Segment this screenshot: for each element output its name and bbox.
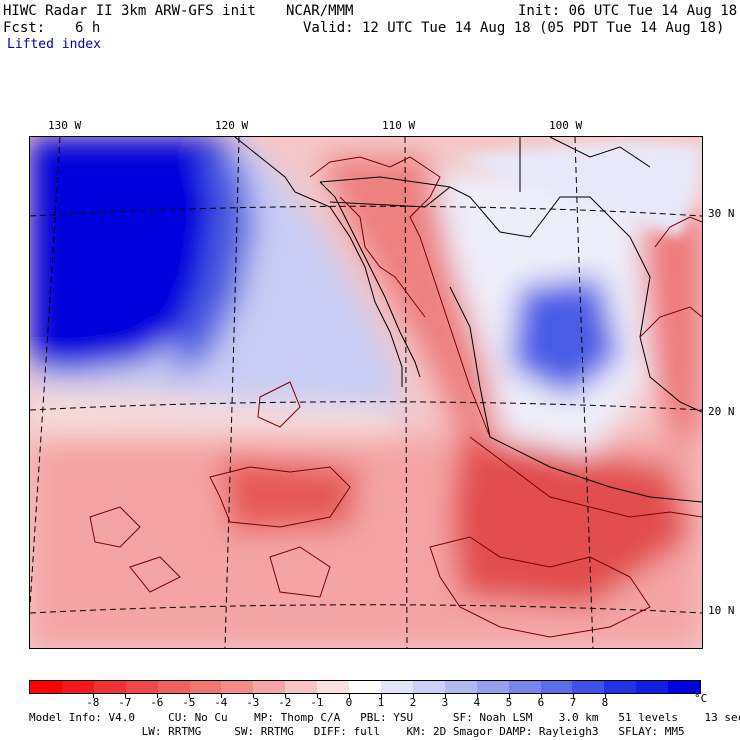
field-name: Lifted index xyxy=(7,37,101,52)
scale-label: -4 xyxy=(214,696,228,709)
contours xyxy=(89,156,702,638)
scale-tick xyxy=(93,694,94,698)
scale-cell xyxy=(317,681,350,693)
unstable-core-1 xyxy=(220,457,360,532)
scale-tick xyxy=(509,694,510,698)
neutral-strip-south xyxy=(30,392,400,437)
scale-tick xyxy=(381,694,382,698)
scale-cell xyxy=(636,681,669,693)
scale-label: 3 xyxy=(441,696,449,709)
lat-label-10n: 10 N xyxy=(708,604,735,617)
unstable-core-2 xyxy=(450,437,690,607)
scale-cell xyxy=(668,681,701,693)
scale-tick xyxy=(317,694,318,698)
scale-unit: °C xyxy=(694,692,708,705)
scale-cell xyxy=(444,681,477,693)
scale-cell xyxy=(349,681,381,693)
color-scale-bar xyxy=(29,680,701,694)
scale-cell xyxy=(61,681,94,693)
scale-tick xyxy=(573,694,574,698)
lat-label-30n: 30 N xyxy=(708,207,735,220)
scale-cell xyxy=(508,681,541,693)
coastlines xyxy=(234,137,702,503)
scale-tick xyxy=(221,694,222,698)
scale-label: 7 xyxy=(569,696,577,709)
scale-label: 5 xyxy=(505,696,513,709)
scale-label: -6 xyxy=(150,696,164,709)
lon-label-100w: 100 W xyxy=(549,119,583,132)
stable-core-mexico xyxy=(510,277,620,397)
unstable-region-gulf xyxy=(640,207,702,437)
init-time: Init: 06 UTC Tue 14 Aug 18 xyxy=(518,3,738,19)
scale-cell xyxy=(93,681,126,693)
scale-cell xyxy=(253,681,286,693)
scale-tick xyxy=(125,694,126,698)
scale-label: 1 xyxy=(377,696,385,709)
scale-tick xyxy=(605,694,606,698)
forecast-label: Fcst: xyxy=(3,20,46,36)
center-name: NCAR/MMM xyxy=(286,3,354,19)
scale-tick xyxy=(541,694,542,698)
scale-tick xyxy=(253,694,254,698)
scale-cell xyxy=(157,681,190,693)
scale-tick xyxy=(413,694,414,698)
scale-cell xyxy=(125,681,158,693)
scale-tick xyxy=(157,694,158,698)
scale-tick xyxy=(285,694,286,698)
scale-label: 4 xyxy=(473,696,481,709)
scale-label: -2 xyxy=(278,696,292,709)
scale-cell xyxy=(189,681,222,693)
scale-cell xyxy=(572,681,605,693)
lat-label-20n: 20 N xyxy=(708,405,735,418)
scale-cell xyxy=(221,681,254,693)
scale-label: 6 xyxy=(537,696,545,709)
scale-cell xyxy=(476,681,509,693)
product-title: HIWC Radar II 3km ARW-GFS init xyxy=(3,3,256,19)
lon-label-120w: 120 W xyxy=(215,119,249,132)
scale-label: 8 xyxy=(601,696,609,709)
lon-label-130w: 130 W xyxy=(48,119,82,132)
stable-ring xyxy=(170,147,255,377)
valid-time: Valid: 12 UTC Tue 14 Aug 18 (05 PDT Tue … xyxy=(303,20,725,36)
scale-label: -3 xyxy=(246,696,260,709)
scale-tick xyxy=(349,694,350,698)
graticule xyxy=(30,137,702,648)
model-info-line-2: LW: RRTMG SW: RRTMG DIFF: full KM: 2D Sm… xyxy=(29,725,685,738)
scale-cell xyxy=(604,681,637,693)
scale-cell xyxy=(30,681,62,693)
scale-label: -5 xyxy=(182,696,196,709)
scale-tick xyxy=(189,694,190,698)
lon-label-110w: 110 W xyxy=(382,119,416,132)
scale-tick xyxy=(477,694,478,698)
scale-label: -7 xyxy=(118,696,132,709)
scale-label: -1 xyxy=(310,696,324,709)
scale-label: -8 xyxy=(86,696,100,709)
scale-label: 2 xyxy=(409,696,417,709)
lifted-index-map xyxy=(29,136,703,649)
model-info-line-1: Model Info: V4.0 CU: No Cu MP: Thomp C/A… xyxy=(29,711,740,724)
scale-cell xyxy=(380,681,413,693)
scale-label: 0 xyxy=(345,696,353,709)
scale-cell xyxy=(540,681,573,693)
strong-stable-core xyxy=(30,137,235,372)
scale-cell xyxy=(285,681,318,693)
forecast-hour: 6 h xyxy=(75,20,101,36)
scale-cell xyxy=(412,681,445,693)
scale-tick xyxy=(445,694,446,698)
